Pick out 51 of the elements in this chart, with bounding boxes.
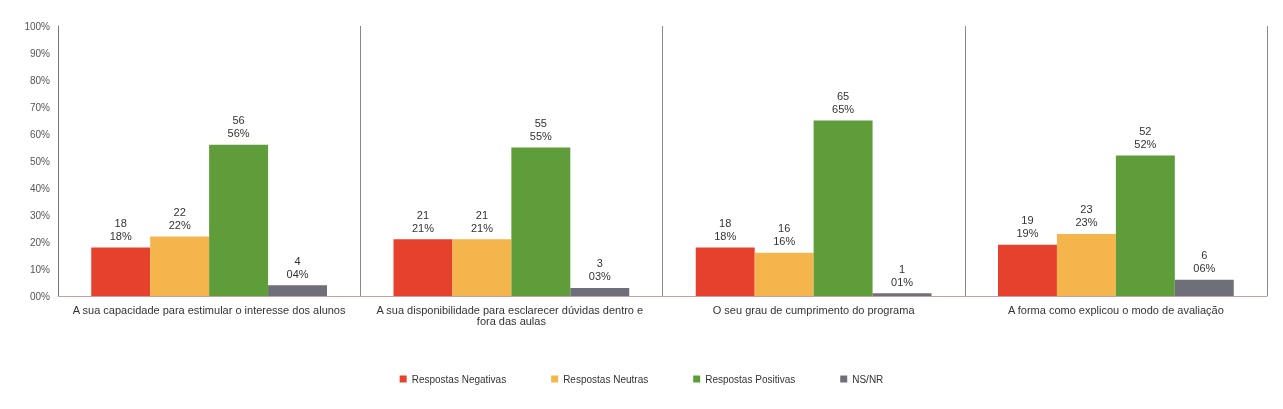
data-label: 6 06% bbox=[1193, 249, 1216, 275]
y-tick-label: 20% bbox=[29, 236, 51, 248]
bar bbox=[872, 293, 932, 296]
legend-label: Respostas Negativas bbox=[411, 373, 507, 385]
data-label: 19 19% bbox=[1016, 214, 1039, 240]
bar bbox=[570, 287, 630, 296]
x-tick-label: A sua capacidade para estimular o interesse dos alunos bbox=[72, 303, 346, 316]
data-label: 52 52% bbox=[1134, 125, 1157, 151]
data-label: 22 22% bbox=[168, 206, 191, 232]
data-label: 1 01% bbox=[891, 262, 914, 288]
bar bbox=[511, 147, 571, 296]
y-tick-label: 10% bbox=[29, 263, 51, 275]
y-tick-label: 50% bbox=[29, 155, 51, 167]
data-label: 65 65% bbox=[832, 90, 855, 115]
x-tick-label: A forma como explicou o modo de avaliação bbox=[1007, 303, 1224, 316]
bar bbox=[393, 239, 453, 296]
bar bbox=[813, 120, 873, 296]
bar bbox=[452, 239, 512, 296]
bar bbox=[150, 236, 210, 296]
bar bbox=[91, 247, 151, 296]
bar bbox=[998, 244, 1057, 296]
bar bbox=[1115, 155, 1175, 296]
y-tick-label: 100% bbox=[24, 20, 51, 32]
y-tick-label: 70% bbox=[29, 101, 51, 113]
y-tick-label: 90% bbox=[29, 47, 51, 59]
y-tick-label: 80% bbox=[29, 74, 51, 86]
bar bbox=[1174, 279, 1234, 296]
x-tick-label: O seu grau de cumprimento do programa bbox=[712, 303, 916, 316]
bar bbox=[695, 247, 755, 296]
y-tick-label: 00% bbox=[29, 290, 51, 302]
bar bbox=[268, 285, 327, 296]
legend-label: Respostas Neutras bbox=[563, 373, 649, 385]
data-label: 16 16% bbox=[773, 222, 796, 248]
data-label: 21 21% bbox=[411, 208, 435, 234]
bar bbox=[1056, 233, 1116, 296]
y-tick-label: 30% bbox=[29, 209, 51, 221]
data-label: 55 55% bbox=[529, 117, 553, 142]
data-label: 21 21% bbox=[470, 208, 494, 234]
bar bbox=[754, 252, 814, 296]
x-tick-label: A sua disponibilidade para esclarecer dúvidas dentro e fora das aulas bbox=[376, 303, 647, 327]
data-label: 4 04% bbox=[286, 254, 309, 280]
data-label: 23 23% bbox=[1075, 203, 1098, 229]
data-label: 3 03% bbox=[588, 257, 611, 283]
data-label: 56 56% bbox=[227, 114, 250, 140]
bar bbox=[209, 144, 269, 296]
legend-label: NS/NR bbox=[852, 373, 884, 385]
data-label: 18 18% bbox=[714, 216, 737, 242]
data-label: 18 18% bbox=[109, 216, 132, 242]
y-tick-label: 60% bbox=[29, 128, 51, 140]
legend-label: Respostas Positivas bbox=[705, 373, 796, 385]
y-tick-label: 40% bbox=[29, 182, 51, 194]
